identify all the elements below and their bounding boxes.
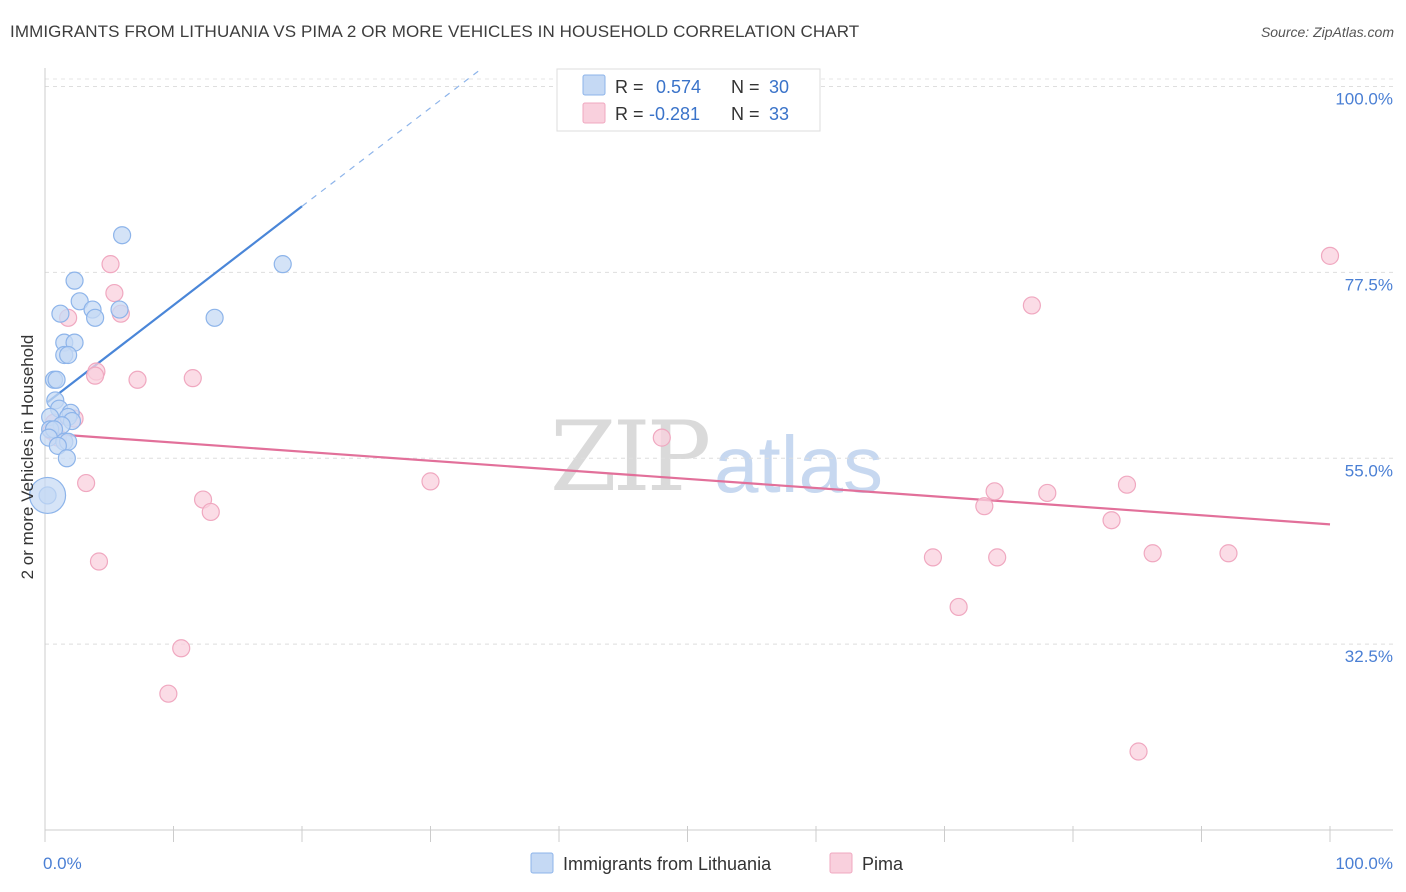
stats-r-value-lithuania: 0.574	[656, 77, 701, 97]
data-point	[421, 472, 440, 491]
data-point	[1320, 246, 1340, 265]
axes: 32.5% 55.0% 77.5% 100.0% 0.0% 100.0%	[43, 68, 1393, 873]
data-point	[1219, 544, 1238, 563]
data-point	[51, 304, 70, 323]
y-tick-label: 32.5%	[1345, 647, 1393, 666]
legend-label-pima: Pima	[862, 854, 904, 874]
data-point	[652, 428, 671, 447]
data-point	[89, 552, 109, 571]
trend-line	[44, 432, 1331, 526]
grid-lines	[45, 78, 1393, 645]
data-point	[65, 271, 84, 290]
watermark-zip: ZIP	[550, 401, 709, 513]
data-point	[273, 255, 292, 274]
legend-label-lithuania: Immigrants from Lithuania	[563, 854, 772, 874]
data-point	[70, 292, 89, 311]
data-point	[128, 370, 147, 389]
x-tick-label: 0.0%	[43, 854, 82, 873]
data-points	[28, 226, 1340, 761]
data-point	[59, 345, 78, 365]
bottom-legend: Immigrants from Lithuania Pima	[530, 852, 904, 874]
x-tick-label: 100.0%	[1335, 854, 1393, 873]
data-point	[975, 497, 994, 516]
data-point	[1129, 742, 1148, 761]
stats-swatch-lithuania	[582, 74, 606, 96]
data-point	[112, 226, 132, 245]
data-point	[48, 436, 67, 455]
y-axis-label: 2 or more Vehicles in Household	[18, 335, 37, 580]
stats-r-value-pima: -0.281	[649, 104, 700, 124]
data-point	[86, 366, 105, 385]
watermark: ZIP atlas	[550, 401, 883, 513]
stats-swatch-pima	[582, 102, 606, 124]
watermark-atlas: atlas	[714, 420, 883, 509]
stats-n-label-pima: N =	[731, 104, 760, 124]
data-point	[1022, 296, 1041, 315]
data-point	[183, 369, 202, 388]
stats-n-label-lithuania: N =	[731, 77, 760, 97]
legend-swatch-lithuania	[530, 852, 554, 874]
data-point	[110, 300, 129, 319]
data-point	[77, 473, 96, 493]
data-point	[1102, 511, 1121, 530]
data-point	[159, 684, 178, 703]
stats-n-value-lithuania: 30	[769, 77, 789, 97]
data-point	[101, 255, 120, 274]
data-point	[1117, 475, 1137, 494]
data-point-large	[28, 476, 67, 515]
data-point	[1038, 483, 1057, 503]
source-label: Source: ZipAtlas.com	[1260, 24, 1394, 40]
data-point	[86, 308, 105, 327]
legend-swatch-pima	[829, 852, 853, 874]
data-point	[1143, 544, 1162, 563]
data-point	[105, 283, 124, 303]
data-point	[923, 548, 943, 567]
stats-legend: R = 0.574 N = 30 R = -0.281 N = 33	[556, 68, 821, 132]
data-point	[949, 597, 968, 617]
data-point	[205, 308, 224, 327]
data-point	[201, 502, 220, 522]
data-point	[988, 548, 1007, 567]
y-tick-label: 100.0%	[1335, 90, 1393, 109]
data-point	[985, 482, 1004, 501]
trend-line-extension	[301, 67, 483, 207]
stats-r-label-lithuania: R =	[615, 77, 644, 97]
data-point	[57, 449, 76, 468]
y-tick-label: 55.0%	[1345, 461, 1393, 480]
y-tick-label: 77.5%	[1345, 275, 1393, 294]
data-point	[172, 639, 191, 658]
chart-title: IMMIGRANTS FROM LITHUANIA VS PIMA 2 OR M…	[10, 22, 860, 41]
stats-n-value-pima: 33	[769, 104, 789, 124]
data-point	[47, 370, 66, 389]
stats-r-label-pima: R =	[615, 104, 644, 124]
